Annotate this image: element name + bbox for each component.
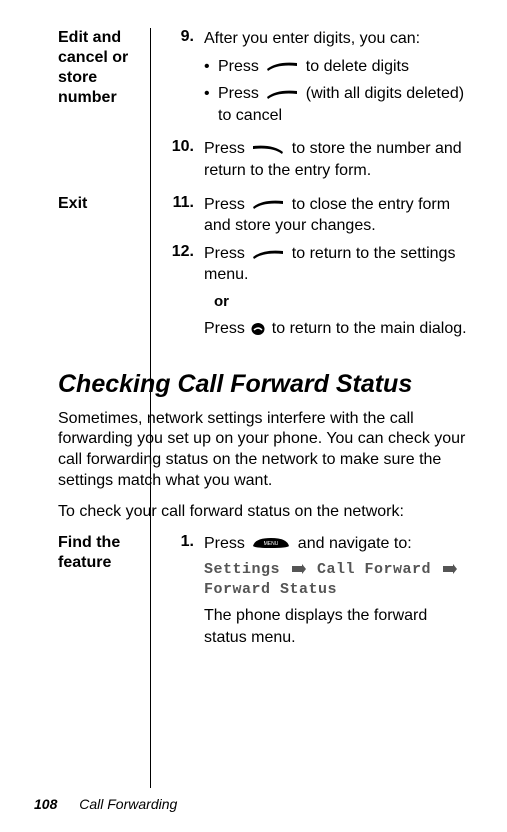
step-1: 1. Press MENU and navigate to: Settings <box>164 533 473 655</box>
bullet-text-a: Press <box>218 58 263 75</box>
nav-segment-2: Call Forward <box>317 561 441 578</box>
or-text: or <box>214 292 473 312</box>
page-number: 108 <box>34 796 57 812</box>
bullet-cancel: • Press (with all digits deleted) to can… <box>204 83 473 126</box>
menu-key-icon: MENU <box>251 536 291 550</box>
footer-section: Call Forwarding <box>79 796 177 812</box>
nav-segment-3: Forward Status <box>204 581 337 598</box>
step-number: 1. <box>164 533 198 655</box>
right-soft-key-icon <box>251 143 285 155</box>
left-soft-key-icon <box>251 198 285 210</box>
paragraph-1: Sometimes, network settings interfere wi… <box>58 409 473 492</box>
step-after-text: The phone displays the forward status me… <box>204 605 473 648</box>
section-find-feature: Find the feature 1. Press MENU and navig… <box>58 533 473 661</box>
section-label: Exit <box>58 194 150 352</box>
section-exit: Exit 11. Press to close the entry form a… <box>58 194 473 352</box>
step-12: 12. Press to return to the settings menu… <box>164 243 473 346</box>
vertical-rule <box>150 28 151 788</box>
bullet-text-a: Press <box>218 85 263 102</box>
svg-text:MENU: MENU <box>264 541 279 547</box>
nav-arrow-icon <box>292 564 306 574</box>
step-text-c1: Press <box>204 320 249 337</box>
end-key-icon <box>251 322 265 336</box>
step-11: 11. Press to close the entry form and st… <box>164 194 473 237</box>
bullet-text-b: to delete digits <box>306 58 409 75</box>
section-label: Find the feature <box>58 533 150 661</box>
step-number: 12. <box>164 243 198 346</box>
nav-path: Settings Call Forward Forward Status <box>204 560 473 599</box>
step-10: 10. Press to store the number and return… <box>164 138 473 181</box>
nav-arrow-icon <box>443 564 457 574</box>
paragraph-2: To check your call forward status on the… <box>58 502 473 523</box>
section-edit-cancel-store: Edit and cancel or store number 9. After… <box>58 28 473 188</box>
step-text-a: Press <box>204 196 249 213</box>
left-soft-key-icon <box>265 88 299 100</box>
step-text-a: Press <box>204 535 249 552</box>
step-number: 11. <box>164 194 198 237</box>
step-text: After you enter digits, you can: <box>204 30 420 47</box>
bullet-dot: • <box>204 56 218 78</box>
bullet-dot: • <box>204 83 218 126</box>
left-soft-key-icon <box>265 60 299 72</box>
bullet-delete-digits: • Press to delete digits <box>204 56 473 78</box>
heading-checking-status: Checking Call Forward Status <box>58 370 473 399</box>
step-text-c2: to return to the main dialog. <box>272 320 467 337</box>
nav-segment-1: Settings <box>204 561 290 578</box>
step-text-a: Press <box>204 245 249 262</box>
step-text-a: Press <box>204 140 249 157</box>
step-9: 9. After you enter digits, you can: • Pr… <box>164 28 473 132</box>
step-number: 9. <box>164 28 198 132</box>
step-text-b: and navigate to: <box>298 535 412 552</box>
left-soft-key-icon <box>251 248 285 260</box>
page-footer: 108 Call Forwarding <box>34 796 177 812</box>
section-label: Edit and cancel or store number <box>58 28 150 188</box>
step-number: 10. <box>164 138 198 181</box>
